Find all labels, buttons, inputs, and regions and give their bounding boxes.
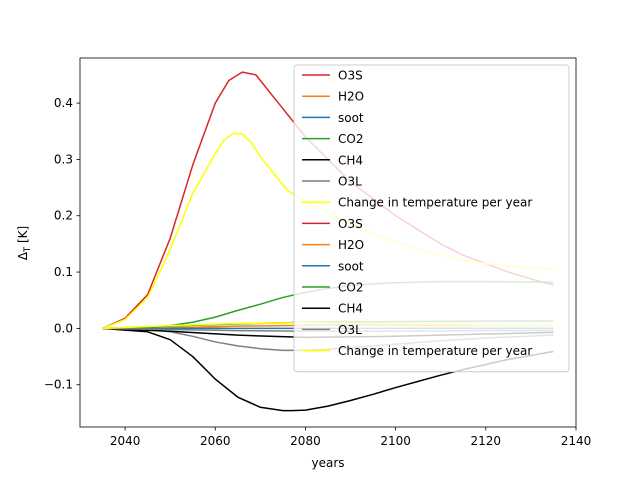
- x-axis-label: years: [311, 456, 344, 470]
- y-axis-ticks: −0.1 0.0 0.1 0.2 0.3 0.4: [44, 96, 80, 392]
- x-tick-label: 2120: [471, 434, 502, 448]
- legend-label: soot: [338, 259, 364, 273]
- legend-label: O3L: [338, 175, 362, 189]
- legend-box: [293, 64, 570, 373]
- y-axis-label-unit: [K]: [16, 226, 30, 247]
- legend-label: Change in temperature per year: [338, 196, 532, 210]
- y-axis-label: ΔT [K]: [16, 226, 33, 260]
- legend-label: soot: [338, 111, 364, 125]
- legend-label: Change in temperature per year: [338, 344, 532, 358]
- legend-label: CO2: [338, 132, 363, 146]
- legend-label: CH4: [338, 302, 363, 316]
- legend-label: CH4: [338, 153, 363, 167]
- legend-label: H2O: [338, 238, 364, 252]
- x-tick-label: 2080: [290, 434, 321, 448]
- plot-frame: [79, 57, 577, 428]
- legend-label: H2O: [338, 90, 364, 104]
- y-tick-label: −0.1: [44, 378, 73, 392]
- y-tick-label: 0.3: [54, 152, 73, 166]
- x-tick-label: 2040: [110, 434, 141, 448]
- y-tick-label: 0.0: [54, 321, 73, 335]
- y-tick-label: 0.2: [54, 209, 73, 223]
- y-tick-label: 0.1: [54, 265, 73, 279]
- x-tick-label: 2100: [380, 434, 411, 448]
- legend: O3S H2O soot CO2 CH4 O3L Change in temperature…: [293, 64, 570, 373]
- legend-label: CO2: [338, 281, 363, 295]
- y-tick-label: 0.4: [54, 96, 73, 110]
- legend-label: O3S: [338, 69, 363, 83]
- x-axis-ticks: 2040 2060 2080 2100 2120 2140: [110, 427, 591, 448]
- legend-label: O3S: [338, 217, 363, 231]
- legend-label: O3L: [338, 323, 362, 337]
- y-axis-label-base: Δ: [16, 251, 30, 260]
- x-tick-label: 2140: [561, 434, 592, 448]
- x-tick-label: 2060: [200, 434, 231, 448]
- y-axis-label-subscript: T: [23, 246, 33, 253]
